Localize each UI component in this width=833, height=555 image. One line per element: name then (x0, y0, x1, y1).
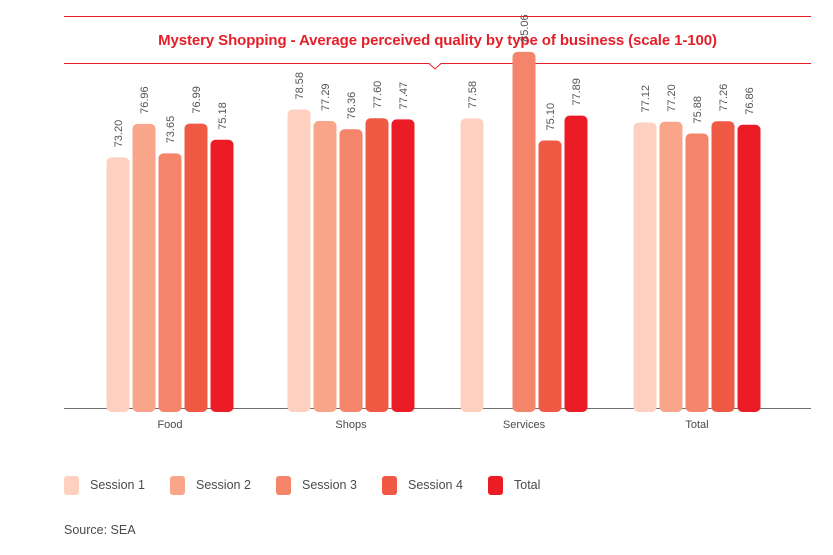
legend-swatch (276, 475, 291, 495)
chart-plot: 73.20 76.96 73.65 76.99 75.18 Food 78.58 77.29 7… (64, 14, 811, 431)
value-label: 77.20 (666, 84, 678, 112)
category-label: Shops (335, 419, 367, 431)
legend-label: Session 4 (408, 478, 463, 492)
bar-shops-session-3 (339, 129, 363, 412)
value-label: 75.88 (692, 96, 704, 124)
bar-food-total (210, 139, 234, 412)
category-label: Total (685, 419, 708, 431)
value-label: 77.12 (640, 85, 652, 113)
legend-label: Session 3 (302, 478, 357, 492)
bar-services-total (564, 115, 588, 413)
bar-services-session-3 (512, 51, 536, 413)
bar-total-session-4 (711, 121, 735, 412)
bar-food-session-3 (158, 153, 182, 413)
source-note: Source: SEA (64, 523, 136, 537)
bar-food-session-2 (132, 123, 156, 413)
value-label: 73.65 (165, 116, 177, 144)
legend-item: Session 3 (276, 474, 357, 496)
bar-services-session-4 (538, 140, 562, 412)
category-label: Food (157, 419, 182, 431)
value-label: 77.58 (467, 81, 479, 109)
value-label: 76.36 (346, 92, 358, 120)
bar-food-session-4 (184, 123, 208, 413)
chart-title: Mystery Shopping - Average perceived qua… (158, 32, 717, 49)
value-label: 77.29 (320, 83, 332, 111)
legend-item: Session 2 (170, 474, 251, 496)
bar-services-session-1 (460, 118, 484, 413)
legend-item: Session 1 (64, 474, 145, 496)
title-frame-lines (64, 16, 811, 70)
legend-swatch (382, 475, 397, 495)
legend-swatch (64, 475, 79, 495)
legend-item: Total (488, 474, 540, 496)
value-label: 76.96 (139, 86, 151, 114)
bar-shops-session-1 (287, 109, 311, 412)
bar-shops-session-2 (313, 120, 337, 412)
value-label: 76.99 (191, 86, 203, 114)
value-label: 77.89 (571, 78, 583, 106)
legend-label: Total (514, 478, 541, 492)
value-label: 75.18 (217, 102, 229, 130)
value-label: 77.47 (398, 82, 410, 110)
legend-item: Session 4 (382, 474, 463, 496)
bar-total-session-2 (659, 121, 683, 413)
bar-food-session-1 (106, 157, 130, 412)
legend-label: Session 1 (90, 478, 145, 492)
value-label: 85.06 (519, 14, 531, 42)
legend-swatch (488, 475, 503, 495)
value-label: 75.10 (545, 103, 557, 131)
bar-shops-total (391, 119, 415, 412)
value-label: 78.58 (294, 72, 306, 100)
value-label: 77.26 (718, 84, 730, 112)
title-frame: Mystery Shopping - Average perceived qua… (64, 16, 811, 70)
legend-swatch (170, 475, 185, 495)
bar-shops-session-4 (365, 118, 389, 412)
bar-total-session-1 (633, 122, 657, 412)
bar-total-total (737, 124, 761, 413)
value-label: 73.20 (113, 120, 125, 148)
value-label: 77.60 (372, 81, 384, 109)
legend-label: Session 2 (196, 478, 251, 492)
category-label: Services (503, 419, 546, 431)
value-label: 76.86 (744, 87, 756, 115)
bar-total-session-3 (685, 133, 709, 412)
